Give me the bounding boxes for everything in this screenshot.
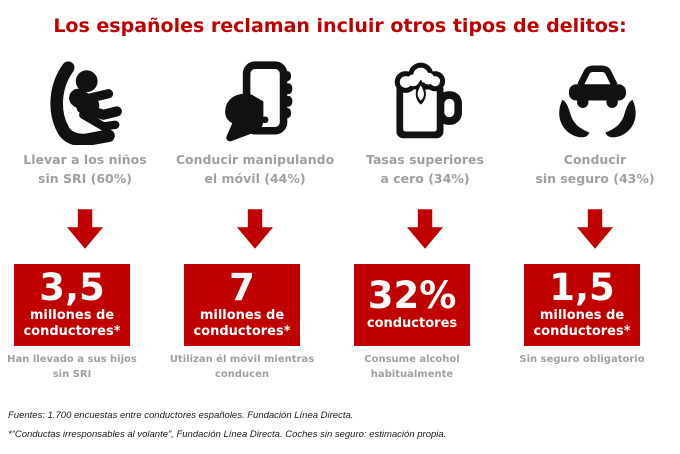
- down-arrow-icon: [67, 198, 103, 260]
- column-label: Tasas superiores a cero (34%): [366, 152, 484, 187]
- stat-value: 3,5: [39, 265, 105, 309]
- stat-value: 7: [229, 265, 255, 309]
- page-title: Los españoles reclaman incluir otros tip…: [53, 15, 627, 37]
- down-arrow-icon: [577, 198, 613, 260]
- stat-label: millones de conductores*: [23, 307, 121, 340]
- beer-mug-icon: [383, 56, 467, 150]
- stat-value: 1,5: [549, 265, 615, 309]
- stat-label: millones de conductores*: [533, 307, 631, 340]
- down-arrow-icon: [407, 198, 443, 260]
- hand-holding-phone-icon: [213, 56, 297, 150]
- stat-label: millones de conductores*: [193, 307, 291, 340]
- stat-box: 1,5 millones de conductores*: [524, 264, 640, 346]
- stat-box: 32% conductores: [354, 264, 470, 346]
- down-arrow-icon: [237, 198, 273, 260]
- child-car-seat-icon: [43, 56, 127, 150]
- stat-value: 32%: [367, 274, 457, 318]
- stat-caption: Sin seguro obligatorio: [519, 354, 645, 365]
- column-label: Llevar a los niños sin SRI (60%): [23, 152, 147, 187]
- column-sri: Llevar a los niños sin SRI (60%) 3,5 mil…: [0, 56, 170, 382]
- hands-holding-car-icon: [551, 56, 639, 150]
- stat-caption: Han llevado a sus hijos sin SRI: [7, 354, 137, 380]
- stat-caption: Consume alcohol habitualmente: [364, 354, 460, 380]
- column-alcohol: Tasas superiores a cero (34%) 32% conduc…: [340, 56, 510, 382]
- stat-caption: Utilizan él móvil mientras conducen: [169, 354, 315, 380]
- column-seguro: Conducir sin seguro (43%) 1,5 millones d…: [510, 56, 680, 382]
- source-note: Fuentes: 1.700 encuestas entre conductor…: [8, 410, 354, 421]
- footnotes: Fuentes: 1.700 encuestas entre conductor…: [8, 410, 446, 448]
- stat-box: 7 millones de conductores*: [184, 264, 300, 346]
- column-label: Conducir manipulando el móvil (44%): [175, 152, 335, 187]
- columns-grid: Llevar a los niños sin SRI (60%) 3,5 mil…: [0, 56, 680, 382]
- column-label: Conducir sin seguro (43%): [535, 152, 655, 187]
- stat-box: 3,5 millones de conductores*: [14, 264, 130, 346]
- asterisk-note: *“Conductas irresponsables al volante”, …: [8, 429, 447, 440]
- stat-label: conductores: [366, 315, 458, 331]
- column-movil: Conducir manipulando el móvil (44%) 7 mi…: [170, 56, 340, 382]
